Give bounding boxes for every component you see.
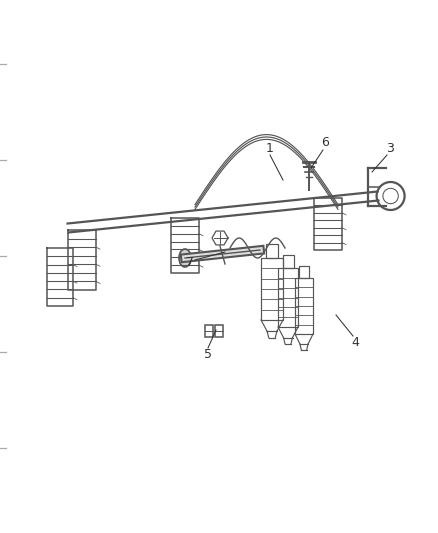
Bar: [295, 278, 313, 334]
Text: 1: 1: [266, 141, 274, 155]
Bar: [266, 244, 278, 258]
Text: 4: 4: [351, 335, 359, 349]
Bar: [261, 258, 283, 320]
Ellipse shape: [179, 249, 191, 267]
Text: 7: 7: [186, 256, 194, 270]
Bar: [278, 268, 298, 327]
Text: 5: 5: [204, 349, 212, 361]
Text: 6: 6: [321, 136, 329, 149]
Bar: [283, 255, 293, 268]
Bar: [215, 325, 223, 337]
Bar: [299, 265, 309, 278]
Text: 3: 3: [386, 141, 394, 155]
Bar: [205, 325, 213, 337]
